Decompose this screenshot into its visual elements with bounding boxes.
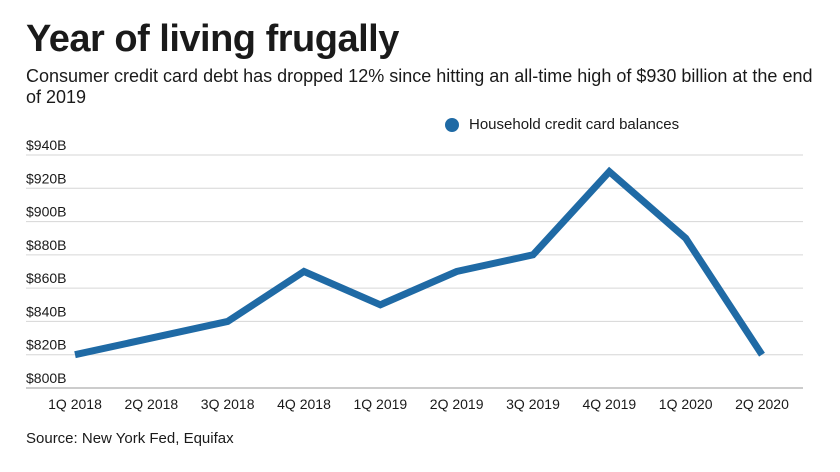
y-axis-ticks: $800B $820B $840B $860B $880B $900B $920B $940B (26, 137, 66, 386)
x-tick-label: 1Q 2020 (659, 396, 713, 412)
x-axis-ticks: 1Q 2018 2Q 2018 3Q 2018 4Q 2018 1Q 2019 2Q 20… (48, 396, 789, 412)
series-line (74, 166, 765, 359)
x-tick-label: 4Q 2018 (277, 396, 331, 412)
x-tick-label: 2Q 2018 (124, 396, 178, 412)
y-tick-label: $900B (26, 204, 66, 220)
series-group (74, 166, 765, 359)
legend-marker-icon (445, 117, 459, 132)
y-tick-label: $800B (26, 370, 66, 386)
x-tick-label: 4Q 2019 (582, 396, 636, 412)
x-tick-label: 3Q 2019 (506, 396, 560, 412)
x-tick-label: 2Q 2019 (430, 396, 484, 412)
source-note: Source: New York Fed, Equifax (26, 430, 234, 447)
y-tick-label: $840B (26, 303, 66, 319)
gridlines (26, 154, 803, 389)
y-tick-label: $820B (26, 337, 66, 353)
x-tick-label: 1Q 2018 (48, 396, 102, 412)
y-tick-label: $860B (26, 270, 66, 286)
y-tick-label: $920B (26, 170, 66, 186)
chart-title: Year of living frugally (26, 18, 399, 60)
x-tick-label: 3Q 2018 (201, 396, 255, 412)
y-tick-label: $940B (26, 137, 66, 153)
legend: Household credit card balances (445, 116, 679, 133)
legend-label: Household credit card balances (469, 116, 680, 133)
x-tick-label: 2Q 2020 (735, 396, 789, 412)
chart-subtitle: Consumer credit card debt has dropped 12… (26, 66, 813, 107)
y-tick-label: $880B (26, 237, 66, 253)
x-tick-label: 1Q 2019 (353, 396, 407, 412)
